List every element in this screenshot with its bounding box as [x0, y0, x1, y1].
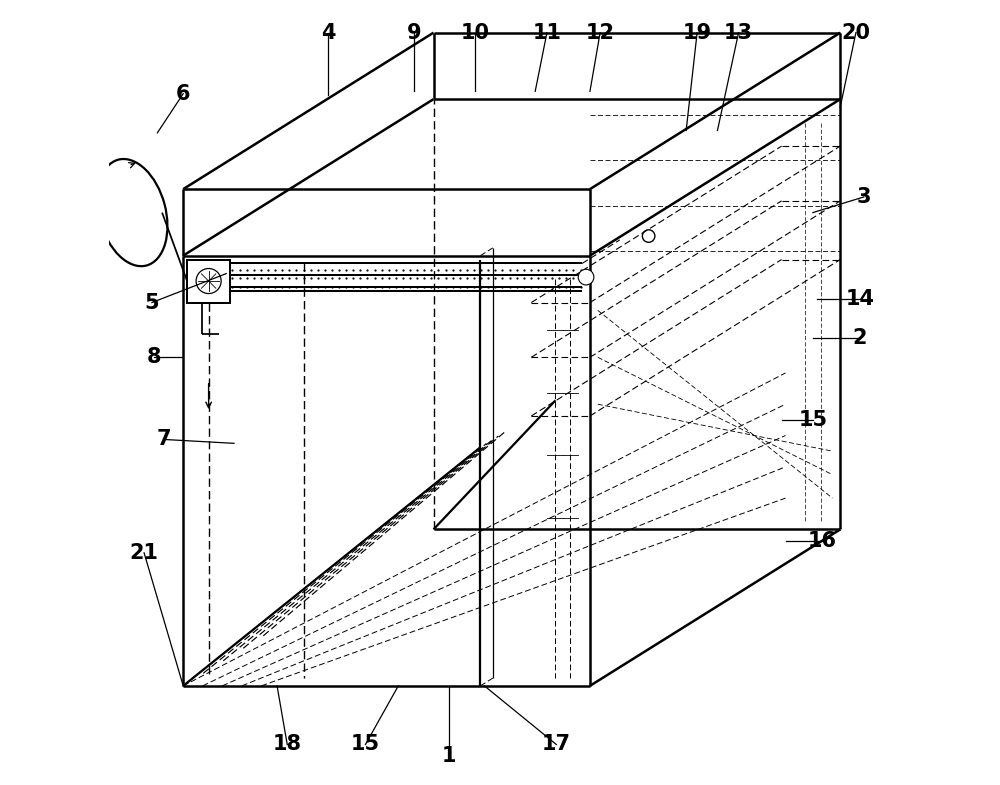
Text: 17: 17 [542, 735, 571, 754]
Text: 6: 6 [176, 84, 190, 104]
Text: 4: 4 [321, 23, 335, 42]
Text: 8: 8 [147, 347, 162, 367]
Text: 9: 9 [407, 23, 421, 42]
Text: 21: 21 [130, 543, 159, 563]
Text: 2: 2 [853, 328, 867, 348]
Text: 7: 7 [156, 429, 171, 450]
Circle shape [578, 269, 594, 285]
Text: 12: 12 [586, 23, 615, 42]
Text: 16: 16 [808, 531, 837, 551]
Text: 14: 14 [845, 289, 874, 309]
Text: 20: 20 [841, 23, 870, 42]
Text: 3: 3 [856, 187, 871, 207]
Text: 1: 1 [442, 747, 456, 766]
Text: 13: 13 [724, 23, 753, 42]
Text: 15: 15 [351, 735, 380, 754]
Text: 10: 10 [460, 23, 489, 42]
Circle shape [196, 268, 221, 294]
Text: 15: 15 [798, 410, 827, 430]
Text: 5: 5 [145, 293, 159, 312]
Text: 11: 11 [532, 23, 561, 42]
Text: 19: 19 [683, 23, 712, 42]
Text: 18: 18 [273, 735, 302, 754]
Bar [187, 260, 230, 302]
